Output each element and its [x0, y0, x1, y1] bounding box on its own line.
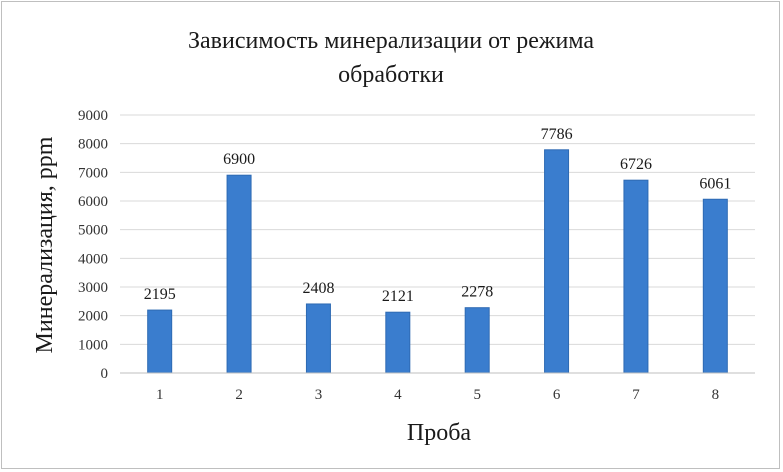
y-tick-label: 7000 [78, 165, 108, 181]
y-tick-label: 4000 [78, 251, 108, 267]
chart-title-line-2: обработки [338, 62, 444, 88]
x-axis-label: Проба [407, 420, 472, 446]
bars [147, 149, 728, 374]
y-tick-label: 6000 [78, 194, 108, 210]
bar [544, 149, 570, 374]
data-labels: 2195 6900 2408 2121 2278 7786 6726 6061 [144, 126, 732, 305]
data-label: 6726 [620, 156, 652, 173]
x-tick-label: 6 [553, 387, 561, 403]
bar [702, 198, 728, 374]
bar [305, 303, 331, 374]
bar [464, 307, 490, 374]
data-label: 2408 [302, 280, 334, 297]
data-label: 2278 [461, 284, 493, 301]
chart-title: Зависимость минерализации от режима обра… [188, 28, 594, 88]
bar [623, 179, 649, 374]
x-tick-label: 1 [156, 387, 164, 403]
x-axis-ticks: 1 2 3 4 5 6 7 8 [156, 387, 719, 403]
y-tick-label: 3000 [78, 280, 108, 296]
bar [385, 311, 411, 374]
y-tick-label: 8000 [78, 137, 108, 153]
data-label: 7786 [541, 126, 573, 143]
data-label: 2195 [144, 286, 176, 303]
y-tick-label: 1000 [78, 337, 108, 353]
x-tick-label: 7 [632, 387, 640, 403]
bar [226, 174, 252, 374]
data-label: 2121 [382, 288, 414, 305]
y-tick-label: 0 [101, 366, 109, 382]
chart-title-line-1: Зависимость минерализации от режима [188, 28, 594, 54]
x-tick-label: 8 [712, 387, 720, 403]
y-tick-label: 2000 [78, 309, 108, 325]
y-tick-label: 9000 [78, 108, 108, 124]
y-axis-ticks: 0 1000 2000 3000 4000 5000 6000 7000 8000 9000 [78, 108, 108, 382]
x-tick-label: 4 [394, 387, 402, 403]
bar [147, 309, 173, 374]
gridlines [120, 114, 755, 345]
data-label: 6900 [223, 151, 255, 168]
x-tick-label: 5 [473, 387, 481, 403]
x-tick-label: 2 [235, 387, 243, 403]
x-tick-label: 3 [315, 387, 323, 403]
y-tick-label: 5000 [78, 223, 108, 239]
y-axis-label: Минерализация, ppm [32, 136, 58, 353]
data-label: 6061 [699, 175, 731, 192]
